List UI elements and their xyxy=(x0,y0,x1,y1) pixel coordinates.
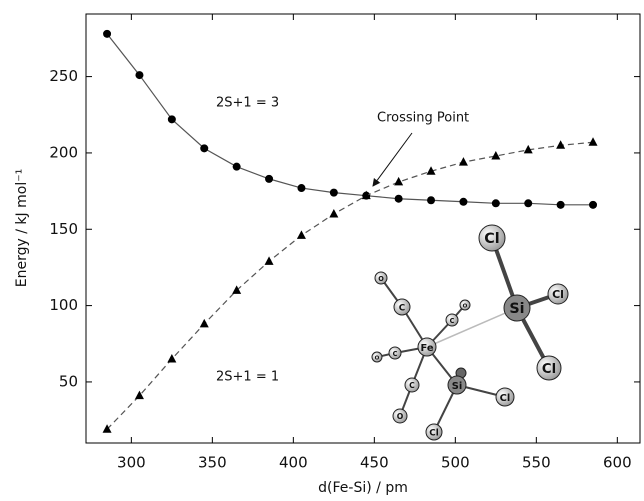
point xyxy=(233,163,241,171)
atom-label: C xyxy=(409,381,415,390)
annotation-arrow xyxy=(373,133,412,186)
chart: Energy / kJ mol⁻¹ d(Fe-Si) / pm 50 100 150… xyxy=(0,0,644,497)
atom-label: Cl xyxy=(429,429,438,439)
point xyxy=(265,175,273,183)
annotation: 2S+1 = 1 xyxy=(216,370,279,385)
x-tick-label: 450 xyxy=(360,454,389,472)
point xyxy=(329,209,338,218)
x-tick-label: 600 xyxy=(603,454,632,472)
point xyxy=(330,189,338,197)
annotation: 2S+1 = 3 xyxy=(216,96,279,111)
point xyxy=(232,285,241,294)
point xyxy=(524,199,532,207)
atom-label: C xyxy=(399,304,405,314)
atom-label: C xyxy=(450,317,455,325)
atom-label: Cl xyxy=(552,288,564,301)
point xyxy=(200,144,208,152)
y-tick-label: 200 xyxy=(49,143,78,161)
point xyxy=(297,230,306,239)
atom-label: Cl xyxy=(500,393,511,404)
x-tick-label: 400 xyxy=(279,454,308,472)
x-tick-label: 350 xyxy=(198,454,227,472)
point xyxy=(459,157,468,166)
fe-si-bond xyxy=(427,308,517,347)
point xyxy=(427,196,435,204)
point xyxy=(297,184,305,192)
point xyxy=(589,201,597,209)
atom-label: Si xyxy=(509,301,524,317)
atom-label: Cl xyxy=(484,231,499,247)
point xyxy=(395,195,403,203)
x-axis-label: d(Fe-Si) / pm xyxy=(318,480,408,496)
x-tick-label: 550 xyxy=(522,454,551,472)
atom-label: O xyxy=(463,304,468,310)
point xyxy=(200,319,209,328)
point xyxy=(459,198,467,206)
atom-label: Si xyxy=(452,381,463,392)
atom-label: O xyxy=(375,356,380,362)
point xyxy=(265,256,274,265)
annotation: Crossing Point xyxy=(377,111,469,126)
atom-label: Cl xyxy=(542,362,556,377)
x-tick-label: 500 xyxy=(441,454,470,472)
series-line xyxy=(107,34,593,205)
y-tick-label: 250 xyxy=(49,67,78,85)
plot-frame xyxy=(86,14,640,443)
y-axis-label: Energy / kJ mol⁻¹ xyxy=(14,169,30,287)
point xyxy=(557,201,565,209)
point xyxy=(492,199,500,207)
y-tick-label: 100 xyxy=(49,296,78,314)
x-tick-label: 300 xyxy=(117,454,146,472)
point xyxy=(394,177,403,186)
y-tick-label: 50 xyxy=(59,372,78,390)
point xyxy=(589,137,598,146)
point xyxy=(103,30,111,38)
y-tick-label: 150 xyxy=(49,220,78,238)
series-line xyxy=(107,142,593,429)
point xyxy=(168,115,176,123)
atom-label: O xyxy=(397,412,404,421)
atom-label: Fe xyxy=(420,343,433,354)
atom-label: O xyxy=(378,275,384,283)
point xyxy=(135,71,143,79)
atom-label: C xyxy=(393,350,398,358)
